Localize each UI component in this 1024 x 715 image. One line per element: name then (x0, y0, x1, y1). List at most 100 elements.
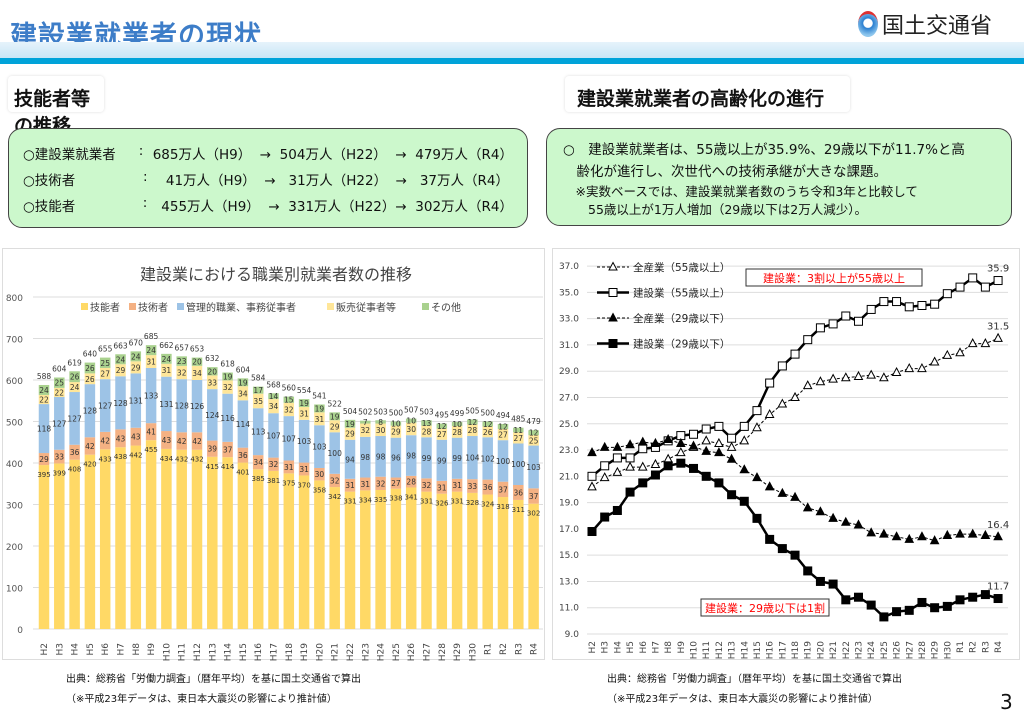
data-label: 19 (315, 404, 325, 413)
y-tick-label: 500 (6, 419, 23, 429)
data-point (917, 301, 927, 310)
total-label: 640 (83, 350, 98, 359)
data-label: 124 (205, 411, 220, 420)
bar-segment (99, 449, 111, 629)
data-point (853, 370, 864, 380)
data-point (701, 435, 712, 445)
data-point (879, 372, 889, 382)
data-label: 99 (452, 454, 462, 463)
bar-segment (99, 357, 111, 368)
bar-segment (115, 364, 126, 377)
bar-segment (191, 380, 203, 433)
bar-segment (191, 357, 203, 366)
bar-segment (421, 437, 432, 479)
data-point (638, 478, 648, 488)
bar-segment (252, 455, 264, 470)
bar-segment (360, 436, 371, 478)
bar-segment (375, 476, 386, 490)
data-label: 32 (269, 460, 279, 469)
bar-segment (482, 421, 493, 427)
row-label: ○建設業就業者 (23, 147, 116, 163)
y-tick-label: 400 (6, 460, 23, 470)
legend-marker (608, 261, 618, 271)
total-label: 685 (144, 332, 159, 341)
x-tick-label: H17 (270, 643, 280, 661)
x-tick-label: H9 (677, 641, 687, 654)
total-label: 584 (251, 374, 266, 383)
data-point (840, 372, 851, 382)
y-tick-label: 13.0 (559, 577, 579, 587)
data-point (879, 528, 889, 538)
line-chart-svg: 9.0 11.0 13.0 15.0 17.0 19.0 21.0 23.0 25.0 27.0 2… (559, 261, 1009, 659)
data-label: 36 (483, 483, 493, 492)
data-label: 26 (483, 428, 493, 437)
data-point (815, 376, 826, 386)
y-tick-label: 23.0 (559, 446, 579, 456)
y-tick-label: 300 (6, 502, 23, 512)
bar-segment (237, 386, 249, 401)
data-label: 34 (192, 369, 202, 378)
x-tick-label: H2 (40, 643, 50, 656)
data-label: 31 (299, 465, 309, 474)
bar-segment (38, 384, 50, 395)
bar-segment (115, 376, 126, 430)
bar-segment (497, 423, 509, 429)
legend-label: その他 (431, 301, 461, 314)
data-point (676, 458, 686, 468)
total-label: 522 (328, 399, 343, 408)
x-tick-label: H10 (690, 641, 700, 659)
x-tick-label: H6 (639, 641, 649, 654)
data-label: 434 (160, 455, 174, 463)
data-label: 116 (220, 414, 235, 423)
bar-segment (451, 478, 463, 492)
total-label: 503 (373, 407, 388, 416)
bar-segment (360, 490, 371, 629)
data-label: 20 (192, 358, 202, 367)
data-label: 342 (328, 493, 341, 501)
data-point (967, 528, 978, 538)
bar-segment (421, 491, 432, 629)
data-point (739, 496, 749, 506)
data-label: 24 (116, 355, 126, 364)
total-label: 604 (52, 365, 67, 374)
bar-segment (130, 373, 142, 428)
legend-swatch (129, 303, 136, 310)
data-label: 408 (68, 466, 81, 474)
data-point (802, 502, 813, 512)
data-point (587, 527, 597, 537)
legend-label: 全産業（55歳以上） (633, 261, 730, 274)
data-point (828, 512, 838, 522)
data-label: 102 (481, 454, 496, 463)
data-point (727, 433, 737, 443)
bar-segment (329, 473, 340, 488)
data-label: 26 (70, 373, 80, 382)
data-label: 41 (146, 428, 156, 437)
bar-segment (268, 399, 279, 414)
bar-segment (161, 363, 172, 377)
total-label: 655 (98, 345, 113, 354)
data-label: 126 (190, 402, 205, 411)
x-tick-label: H25 (392, 643, 402, 661)
aging-summary-box: ○ 建設業就業者は、55歳以上が35.9%、29歳以下が11.7%と高 齢化が進… (546, 128, 1012, 226)
data-point (752, 472, 762, 482)
data-label: 103 (297, 437, 312, 446)
bar-segment (54, 377, 65, 388)
bar-segment (237, 400, 249, 448)
data-point (701, 445, 712, 455)
legend-label: 技術者 (138, 301, 168, 314)
data-point (612, 466, 623, 476)
data-label: 455 (144, 446, 157, 454)
data-label: 23 (177, 357, 187, 366)
x-tick-label: H12 (193, 643, 203, 661)
data-point (980, 338, 991, 348)
data-point (802, 380, 813, 390)
data-point (930, 603, 940, 613)
bar-segment (314, 480, 325, 629)
data-label: 128 (175, 402, 190, 411)
source-note: 出典：総務省「労働力調査」（暦年平均）を基に国土交通省で算出 (66, 674, 361, 685)
occupation-bar-chart: 建設業における職業別就業者数の推移 0 100 200 300 400 500 600 700 8… (2, 248, 545, 661)
data-point (650, 437, 661, 447)
data-label: 94 (345, 455, 355, 464)
data-point (587, 481, 597, 491)
bar-segment (130, 427, 142, 446)
